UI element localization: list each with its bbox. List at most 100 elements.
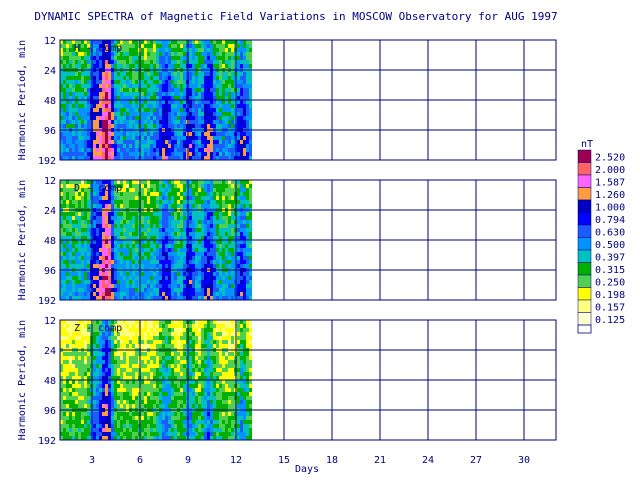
heatmap-cell — [165, 236, 168, 240]
heatmap-cell — [123, 212, 126, 216]
heatmap-cell — [99, 252, 102, 256]
heatmap-cell — [156, 296, 159, 300]
heatmap-cell — [165, 180, 168, 184]
heatmap-cell — [159, 144, 162, 148]
heatmap-cell — [87, 224, 90, 228]
heatmap-cell — [156, 188, 159, 192]
heatmap-cell — [108, 384, 111, 388]
heatmap-cell — [108, 412, 111, 416]
heatmap-cell — [204, 40, 207, 44]
heatmap-cell — [114, 76, 117, 80]
heatmap-cell — [72, 292, 75, 296]
heatmap-cell — [81, 132, 84, 136]
heatmap-cell — [105, 228, 108, 232]
heatmap-cell — [81, 296, 84, 300]
heatmap-cell — [120, 84, 123, 88]
heatmap-cell — [147, 236, 150, 240]
heatmap-cell — [195, 272, 198, 276]
heatmap-cell — [240, 152, 243, 156]
heatmap-cell — [117, 436, 120, 440]
heatmap-cell — [249, 80, 252, 84]
heatmap-cell — [120, 392, 123, 396]
heatmap-cell — [96, 80, 99, 84]
heatmap-cell — [195, 108, 198, 112]
heatmap-cell — [243, 224, 246, 228]
heatmap-cell — [60, 364, 63, 368]
heatmap-cell — [93, 364, 96, 368]
heatmap-cell — [153, 44, 156, 48]
heatmap-cell — [78, 436, 81, 440]
heatmap-cell — [93, 204, 96, 208]
heatmap-cell — [132, 200, 135, 204]
heatmap-cell — [78, 360, 81, 364]
heatmap-cell — [165, 228, 168, 232]
heatmap-cell — [84, 292, 87, 296]
heatmap-cell — [189, 276, 192, 280]
heatmap-cell — [195, 120, 198, 124]
heatmap-cell — [63, 60, 66, 64]
heatmap-cell — [87, 136, 90, 140]
heatmap-cell — [216, 144, 219, 148]
heatmap-cell — [147, 360, 150, 364]
heatmap-cell — [93, 240, 96, 244]
heatmap-cell — [111, 280, 114, 284]
heatmap-cell — [126, 340, 129, 344]
heatmap-cell — [120, 112, 123, 116]
heatmap-cell — [105, 240, 108, 244]
heatmap-cell — [162, 196, 165, 200]
heatmap-cell — [147, 436, 150, 440]
heatmap-cell — [171, 280, 174, 284]
heatmap-cell — [207, 148, 210, 152]
heatmap-cell — [84, 80, 87, 84]
heatmap-cell — [69, 360, 72, 364]
heatmap-cell — [183, 252, 186, 256]
heatmap-cell — [60, 140, 63, 144]
heatmap-cell — [147, 336, 150, 340]
heatmap-cell — [222, 212, 225, 216]
heatmap-cell — [129, 260, 132, 264]
heatmap-cell — [123, 428, 126, 432]
heatmap-cell — [183, 56, 186, 60]
heatmap-cell — [162, 360, 165, 364]
heatmap-cell — [66, 76, 69, 80]
heatmap-cell — [219, 40, 222, 44]
heatmap-cell — [168, 156, 171, 160]
heatmap-cell — [102, 216, 105, 220]
heatmap-cell — [204, 80, 207, 84]
heatmap-cell — [87, 240, 90, 244]
heatmap-cell — [195, 292, 198, 296]
heatmap-cell — [219, 204, 222, 208]
heatmap-cell — [240, 80, 243, 84]
heatmap-cell — [126, 432, 129, 436]
heatmap-cell — [135, 72, 138, 76]
heatmap-cell — [126, 332, 129, 336]
heatmap-cell — [105, 204, 108, 208]
heatmap-cell — [183, 196, 186, 200]
heatmap-cell — [69, 236, 72, 240]
heatmap-cell — [123, 100, 126, 104]
heatmap-cell — [219, 292, 222, 296]
heatmap-cell — [228, 284, 231, 288]
heatmap-cell — [66, 416, 69, 420]
heatmap-cell — [126, 148, 129, 152]
heatmap-cell — [141, 96, 144, 100]
heatmap-cell — [102, 136, 105, 140]
heatmap-cell — [78, 180, 81, 184]
heatmap-cell — [141, 392, 144, 396]
heatmap-cell — [171, 76, 174, 80]
heatmap-cell — [147, 76, 150, 80]
heatmap-cell — [237, 296, 240, 300]
heatmap-cell — [135, 284, 138, 288]
heatmap-cell — [174, 40, 177, 44]
heatmap-cell — [153, 340, 156, 344]
heatmap-cell — [72, 140, 75, 144]
heatmap-cell — [147, 60, 150, 64]
heatmap-cell — [84, 436, 87, 440]
heatmap-cell — [159, 192, 162, 196]
heatmap-cell — [69, 192, 72, 196]
heatmap-cell — [231, 216, 234, 220]
heatmap-cell — [66, 60, 69, 64]
heatmap-cell — [240, 240, 243, 244]
heatmap-cell — [99, 256, 102, 260]
heatmap-cell — [195, 260, 198, 264]
